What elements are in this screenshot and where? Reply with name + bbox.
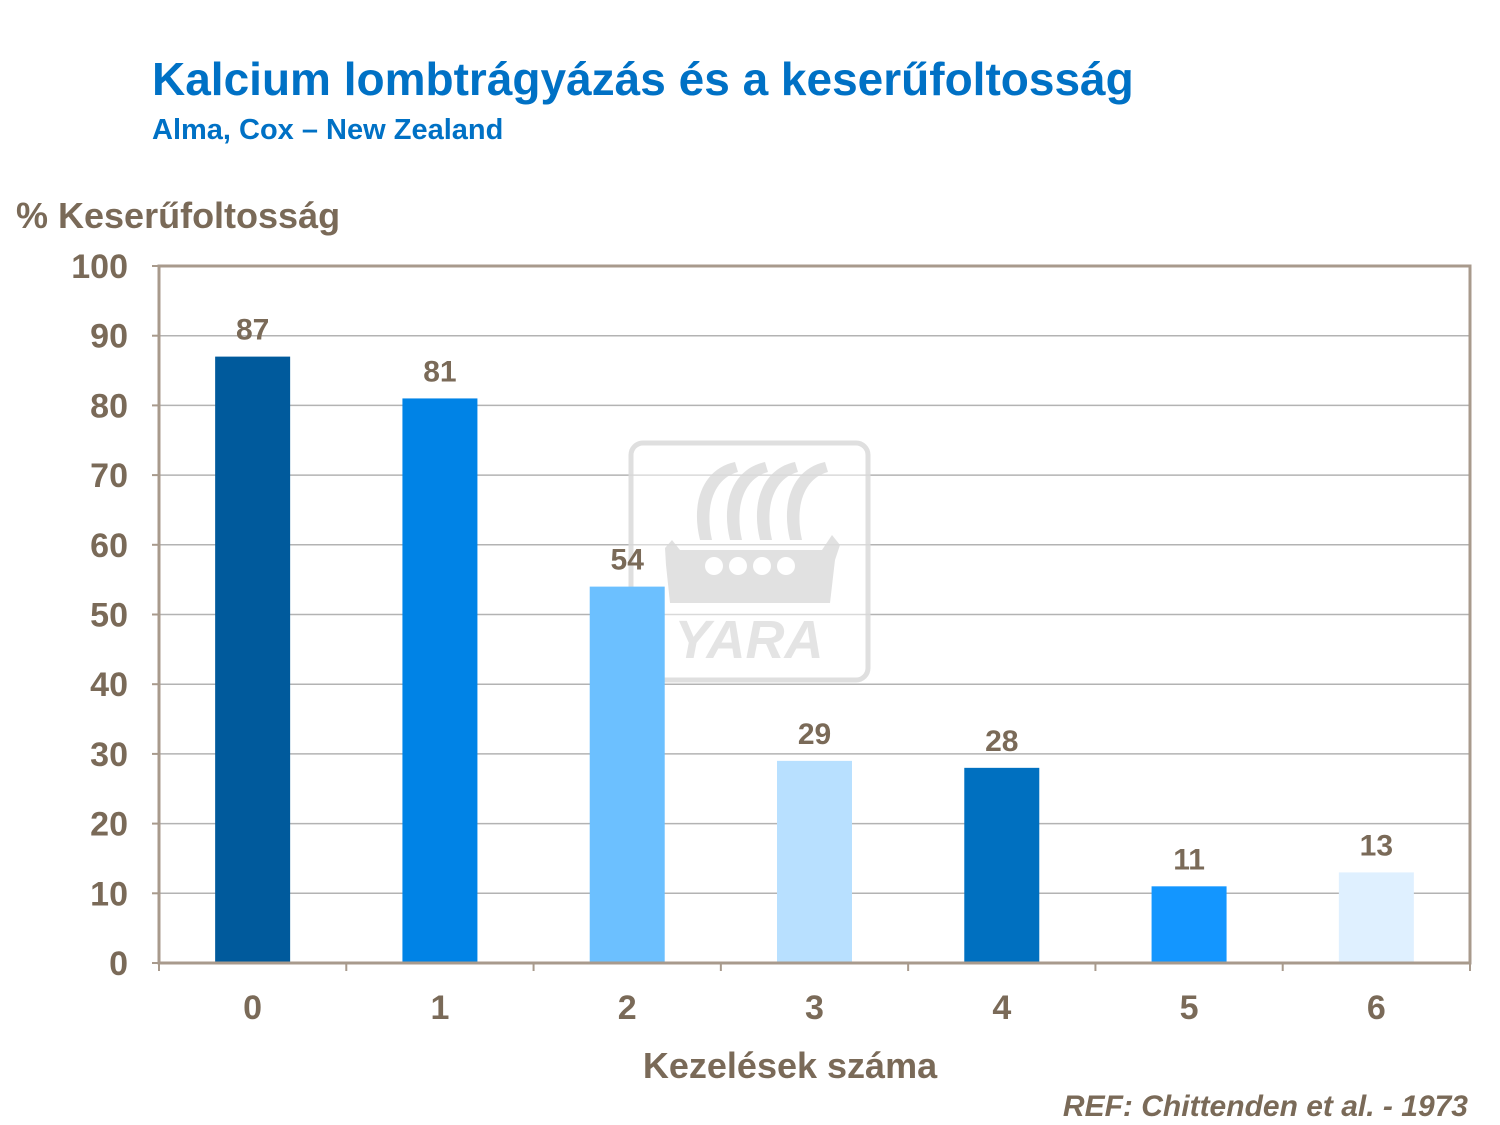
- bar-1: [402, 398, 478, 963]
- x-tick-label: 4: [992, 989, 1011, 1027]
- y-tick-label: 70: [90, 457, 128, 495]
- y-tick-label: 60: [90, 527, 128, 565]
- data-label-5: 11: [1173, 843, 1205, 876]
- bars: [215, 356, 1414, 963]
- x-tick-label: 0: [243, 989, 262, 1027]
- y-tick-label: 10: [90, 875, 128, 913]
- yara-logo-text: YARA: [674, 610, 823, 670]
- y-tick-label: 80: [90, 387, 128, 425]
- data-label-1: 81: [423, 355, 456, 388]
- x-axis-title: Kezelések száma: [643, 1045, 938, 1086]
- y-tick-label: 0: [109, 945, 128, 983]
- bar-0: [215, 356, 291, 963]
- bar-5: [1151, 886, 1227, 963]
- bar-4: [964, 767, 1040, 963]
- axes: [152, 264, 1472, 971]
- bar-3: [777, 760, 852, 963]
- yara-logo-watermark: YARA: [628, 440, 871, 683]
- data-label-6: 13: [1360, 829, 1393, 862]
- x-tick-label: 5: [1180, 989, 1199, 1027]
- y-axis-title: % Keserűfoltosság: [16, 195, 340, 236]
- y-tick-label: 90: [90, 318, 128, 356]
- data-label-4: 28: [985, 725, 1018, 758]
- data-labels: 87 81 54 29 28 11 13: [236, 314, 1393, 877]
- data-label-0: 87: [236, 314, 269, 347]
- bar-2: [589, 586, 665, 963]
- y-tick-label: 100: [71, 248, 128, 286]
- y-tick-label: 40: [90, 666, 128, 704]
- x-tick-label: 6: [1367, 989, 1386, 1027]
- y-tick-label: 30: [90, 736, 128, 774]
- x-tick-label: 3: [805, 989, 824, 1027]
- y-tick-label: 20: [90, 806, 128, 844]
- viking-ship-icon: [665, 462, 840, 603]
- page-subtitle: Alma, Cox – New Zealand: [152, 114, 504, 146]
- tick-labels: 0 10 20 30 40 50 60 70 80 90 100 0 1 2 3 4 5 6: [71, 248, 1386, 1027]
- data-label-3: 29: [798, 718, 831, 751]
- x-tick-label: 1: [430, 989, 449, 1027]
- y-tick-label: 50: [90, 597, 128, 635]
- reference-note: REF: Chittenden et al. - 1973: [1062, 1090, 1468, 1123]
- data-label-2: 54: [611, 544, 645, 577]
- page-title: Kalcium lombtrágyázás és a keserűfoltoss…: [152, 53, 1134, 105]
- bar-6: [1338, 872, 1414, 963]
- x-tick-label: 2: [618, 989, 637, 1027]
